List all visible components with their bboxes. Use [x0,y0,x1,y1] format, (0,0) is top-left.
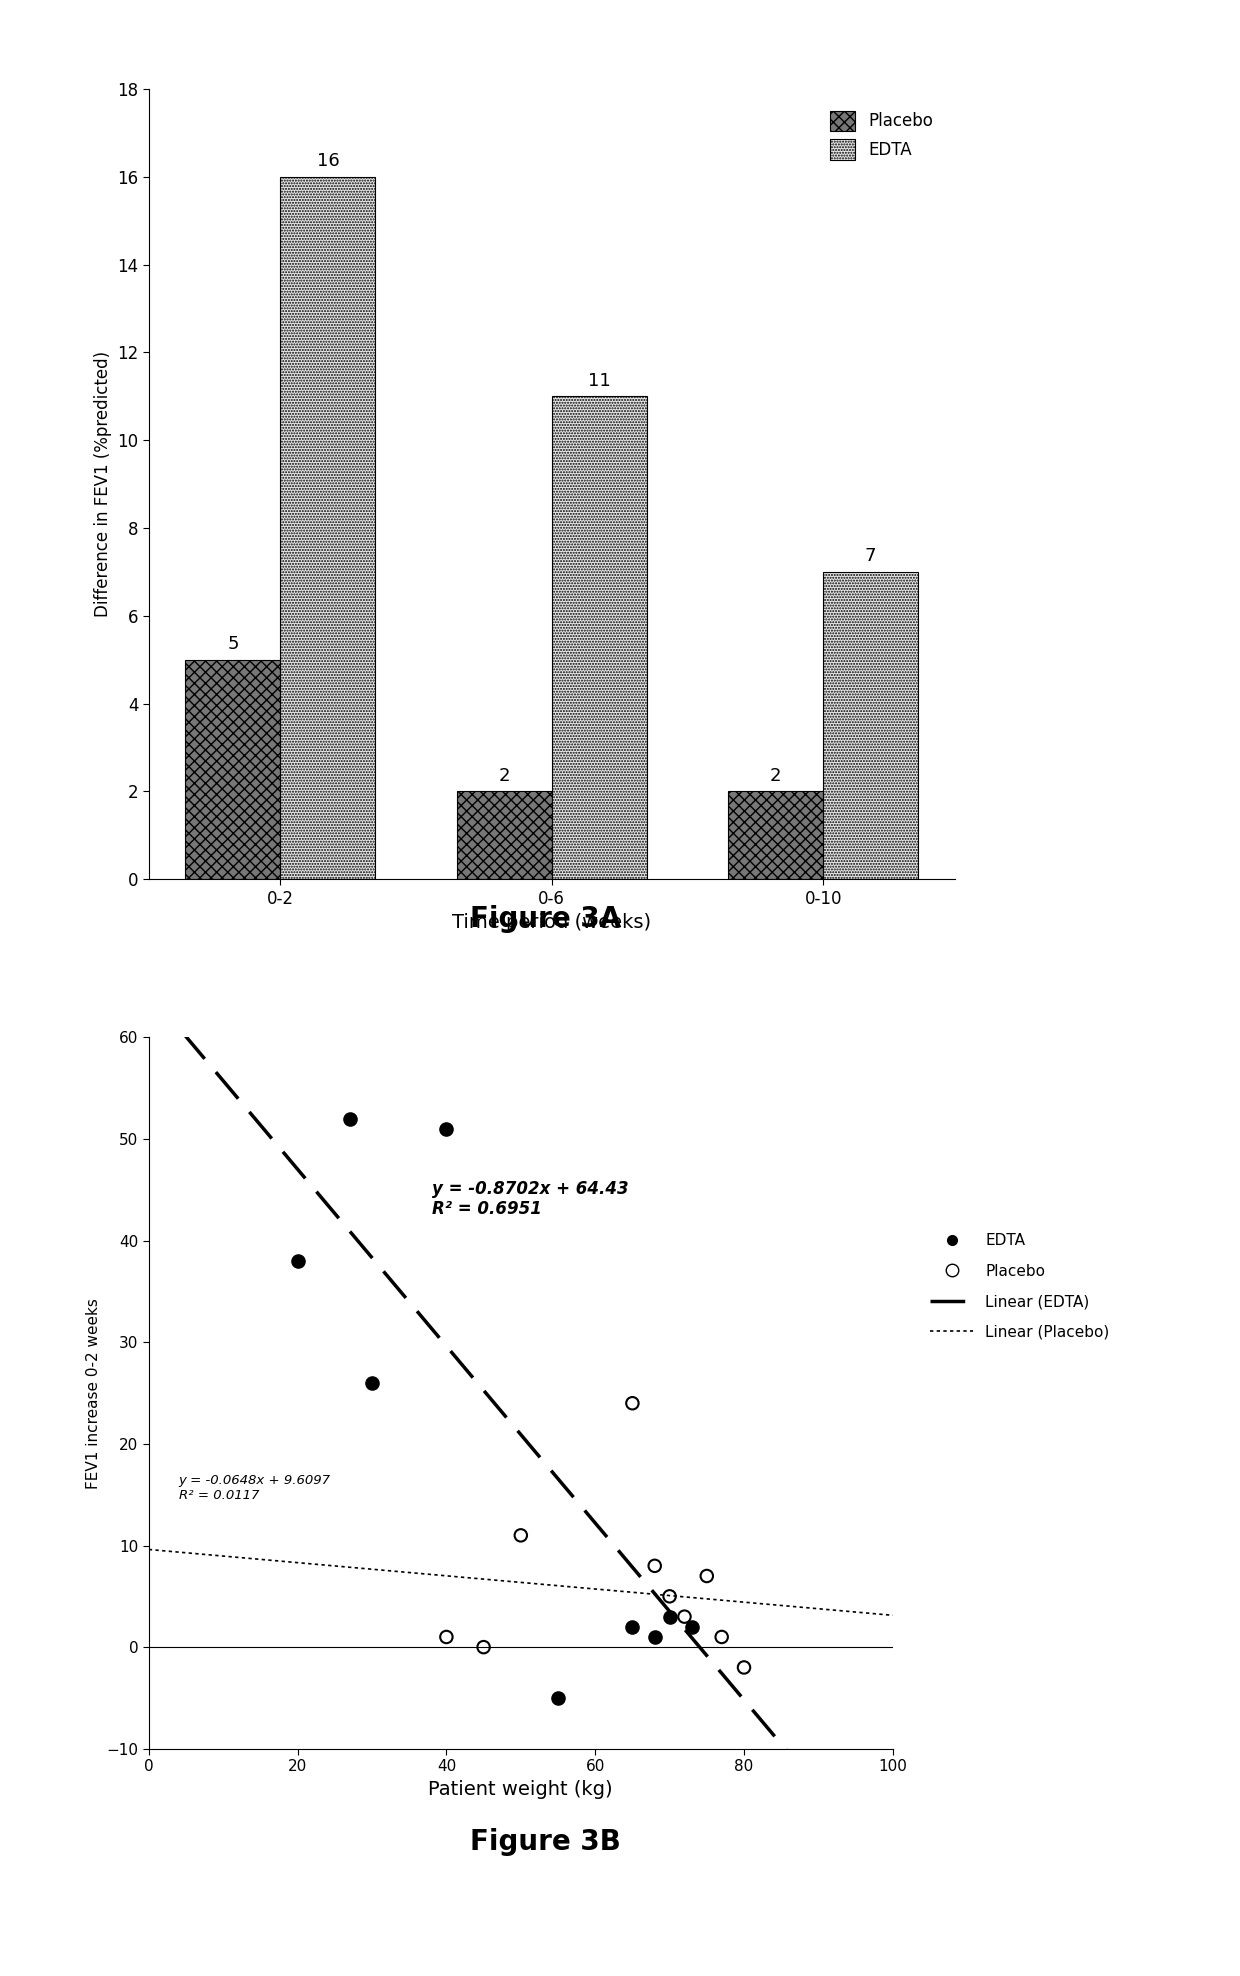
Placebo [712,1620,732,1652]
EDTA [548,1682,568,1713]
Placebo [622,1387,642,1419]
Text: 7: 7 [866,547,877,565]
Linear (EDTA) [769,1725,784,1749]
Linear (Placebo) [144,1537,159,1561]
EDTA [436,1112,456,1144]
Y-axis label: FEV1 increase 0-2 weeks: FEV1 increase 0-2 weeks [86,1298,100,1488]
Text: 11: 11 [588,371,610,389]
Placebo [645,1549,665,1581]
Linear (EDTA) [141,980,156,1004]
Linear (EDTA) [596,1522,611,1545]
X-axis label: Patient weight (kg): Patient weight (kg) [429,1780,613,1798]
Bar [728,792,823,879]
Text: Figure 3A: Figure 3A [470,905,621,933]
EDTA [622,1610,642,1642]
EDTA [660,1601,680,1632]
Linear (EDTA) [584,1508,599,1531]
Placebo [697,1561,717,1593]
Linear (Placebo) [584,1577,599,1601]
Linear (Placebo) [582,1577,596,1601]
Linear (Placebo) [769,1593,784,1616]
Text: y = -0.0648x + 9.6097
R² = 0.0117: y = -0.0648x + 9.6097 R² = 0.0117 [179,1474,331,1502]
Bar [552,397,647,879]
Placebo [474,1632,494,1664]
Text: y = -0.8702x + 64.43
R² = 0.6951: y = -0.8702x + 64.43 R² = 0.6951 [432,1180,629,1219]
Y-axis label: Difference in FEV1 (%predicted): Difference in FEV1 (%predicted) [93,352,112,617]
Placebo [436,1620,456,1652]
Line: Linear (EDTA): Linear (EDTA) [149,992,893,1877]
EDTA [362,1367,382,1399]
Bar [280,176,376,879]
Bar [186,660,280,879]
X-axis label: Time period (weeks): Time period (weeks) [453,913,651,933]
EDTA [645,1620,665,1652]
EDTA [288,1245,308,1276]
Placebo [660,1581,680,1612]
Linear (Placebo) [816,1597,831,1620]
Text: 2: 2 [770,767,781,784]
Linear (EDTA) [582,1504,596,1527]
Text: 2: 2 [498,767,510,784]
Linear (EDTA) [144,984,159,1008]
Legend: Placebo, EDTA: Placebo, EDTA [817,97,946,174]
Linear (Placebo) [141,1537,156,1561]
Text: Figure 3B: Figure 3B [470,1828,621,1855]
Text: 5: 5 [227,634,238,654]
Line: Linear (Placebo): Linear (Placebo) [149,1549,893,1614]
Bar [456,792,552,879]
Legend: EDTA, Placebo, Linear (EDTA), Linear (Placebo): EDTA, Placebo, Linear (EDTA), Linear (Pl… [923,1225,1117,1348]
Placebo [511,1520,531,1551]
Placebo [734,1652,754,1684]
Bar [823,571,918,879]
EDTA [682,1610,702,1642]
Linear (EDTA) [816,1782,831,1806]
EDTA [340,1103,360,1134]
Linear (EDTA) [885,1865,900,1889]
Linear (Placebo) [596,1579,611,1603]
Text: 16: 16 [316,152,340,170]
Placebo [675,1601,694,1632]
Linear (Placebo) [885,1603,900,1626]
